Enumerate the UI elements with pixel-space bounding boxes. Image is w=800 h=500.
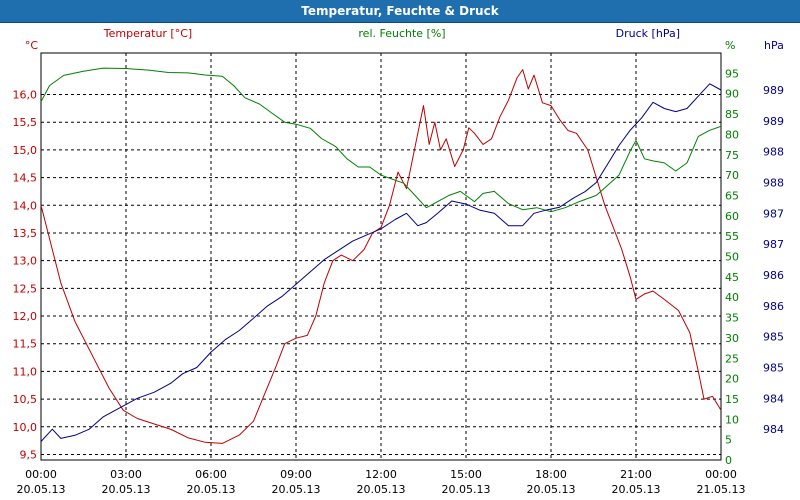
humidity-tick: 70 bbox=[725, 169, 739, 182]
humidity-tick: 25 bbox=[725, 352, 739, 365]
humidity-unit: % bbox=[725, 39, 735, 52]
x-tick-date: 21.05.13 bbox=[697, 483, 746, 496]
x-tick-time: 00:00 bbox=[705, 468, 737, 481]
temperature-tick: 10,5 bbox=[13, 393, 38, 406]
temperature-tick: 13,5 bbox=[13, 227, 38, 240]
x-tick-date: 20.05.13 bbox=[527, 483, 576, 496]
humidity-tick: 90 bbox=[725, 88, 739, 101]
series-line-pressure bbox=[40, 83, 722, 442]
x-tick-date: 20.05.13 bbox=[17, 483, 66, 496]
humidity-axis-label: rel. Feuchte [%] bbox=[358, 27, 445, 40]
temperature-tick: 11,0 bbox=[13, 365, 38, 378]
pressure-tick: 987 bbox=[763, 207, 784, 220]
data-lines bbox=[40, 67, 722, 444]
gridlines bbox=[41, 53, 721, 460]
pressure-tick: 984 bbox=[763, 423, 784, 436]
humidity-tick: 40 bbox=[725, 291, 739, 304]
x-tick-time: 21:00 bbox=[620, 468, 652, 481]
x-tick-date: 20.05.13 bbox=[187, 483, 236, 496]
temperature-tick: 16,0 bbox=[13, 89, 38, 102]
temperature-unit: °C bbox=[25, 39, 39, 52]
humidity-tick: 80 bbox=[725, 128, 739, 141]
temperature-tick: 12,0 bbox=[13, 310, 38, 323]
x-tick-time: 12:00 bbox=[365, 468, 397, 481]
temperature-tick: 12,5 bbox=[13, 282, 38, 295]
x-tick-time: 06:00 bbox=[195, 468, 227, 481]
chart-title: Temperatur, Feuchte & Druck bbox=[0, 0, 800, 23]
pressure-tick: 985 bbox=[763, 362, 784, 375]
series-line-temperature bbox=[40, 69, 722, 444]
pressure-tick: 986 bbox=[763, 269, 784, 282]
x-tick-time: 18:00 bbox=[535, 468, 567, 481]
humidity-tick: 95 bbox=[725, 67, 739, 80]
pressure-tick: 989 bbox=[763, 115, 784, 128]
pressure-tick: 988 bbox=[763, 177, 784, 190]
humidity-tick: 55 bbox=[725, 230, 739, 243]
pressure-axis-label: Druck [hPa] bbox=[616, 27, 680, 40]
pressure-unit: hPa bbox=[764, 39, 784, 52]
x-tick-date: 20.05.13 bbox=[357, 483, 406, 496]
pressure-tick: 988 bbox=[763, 146, 784, 159]
tick-labels: 00:00 20.05.13 03:00 20.05.13 06:00 20.05.13 0… bbox=[13, 67, 785, 496]
x-tick-time: 15:00 bbox=[450, 468, 482, 481]
temperature-tick: 9,5 bbox=[20, 448, 38, 461]
humidity-tick: 60 bbox=[725, 210, 739, 223]
humidity-tick: 20 bbox=[725, 373, 739, 386]
pressure-tick: 987 bbox=[763, 238, 784, 251]
temperature-tick: 15,5 bbox=[13, 116, 38, 129]
pressure-tick: 986 bbox=[763, 300, 784, 313]
temperature-tick: 11,5 bbox=[13, 338, 38, 351]
humidity-tick: 50 bbox=[725, 251, 739, 264]
temperature-tick: 15,0 bbox=[13, 144, 38, 157]
temperature-tick: 14,0 bbox=[13, 199, 38, 212]
humidity-tick: 5 bbox=[725, 434, 732, 447]
humidity-tick: 35 bbox=[725, 312, 739, 325]
humidity-tick: 10 bbox=[725, 413, 739, 426]
chart-canvas: Temperatur [°C] rel. Feuchte [%] Druck [… bbox=[13, 27, 785, 496]
humidity-tick: 65 bbox=[725, 189, 739, 202]
temperature-tick: 13,0 bbox=[13, 255, 38, 268]
humidity-tick: 85 bbox=[725, 108, 739, 121]
plot-frame bbox=[40, 52, 722, 461]
pressure-tick: 985 bbox=[763, 331, 784, 344]
x-tick-date: 20.05.13 bbox=[442, 483, 491, 496]
pressure-tick: 984 bbox=[763, 392, 784, 405]
humidity-tick: 45 bbox=[725, 271, 739, 284]
temperature-tick: 10,0 bbox=[13, 421, 38, 434]
series-line-humidity bbox=[40, 67, 722, 213]
x-tick-date: 20.05.13 bbox=[272, 483, 321, 496]
x-tick-time: 09:00 bbox=[280, 468, 312, 481]
temperature-tick: 14,5 bbox=[13, 172, 38, 185]
x-tick-date: 20.05.13 bbox=[612, 483, 661, 496]
x-tick-time: 00:00 bbox=[25, 468, 57, 481]
humidity-tick: 75 bbox=[725, 149, 739, 162]
x-tick-time: 03:00 bbox=[110, 468, 142, 481]
humidity-tick: 15 bbox=[725, 393, 739, 406]
humidity-tick: 30 bbox=[725, 332, 739, 345]
humidity-tick: 0 bbox=[725, 454, 732, 467]
pressure-tick: 989 bbox=[763, 84, 784, 97]
x-tick-date: 20.05.13 bbox=[102, 483, 151, 496]
temperature-axis-label: Temperatur [°C] bbox=[103, 27, 192, 40]
